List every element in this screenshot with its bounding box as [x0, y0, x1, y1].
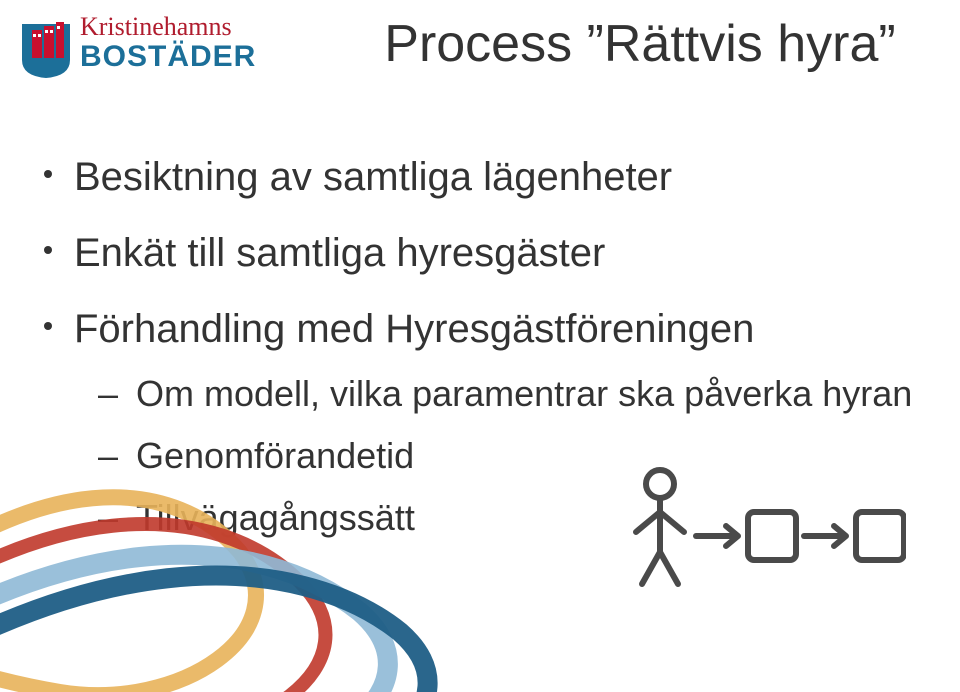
- bullet-3: Förhandling med Hyresgästföreningen: [36, 300, 924, 358]
- bullet-2: Enkät till samtliga hyresgäster: [36, 224, 924, 282]
- logo-script: Kristinehamns: [80, 14, 256, 40]
- slide: Kristinehamns BOSTÄDER Process ”Rättvis …: [0, 0, 960, 692]
- bullet-1: Besiktning av samtliga lägenheter: [36, 148, 924, 206]
- brand-logo: Kristinehamns BOSTÄDER: [18, 14, 288, 94]
- logo-text: Kristinehamns BOSTÄDER: [80, 14, 256, 72]
- logo-mark: [18, 20, 74, 80]
- page-title: Process ”Rättvis hyra”: [340, 14, 940, 74]
- shield-icon: [18, 20, 74, 80]
- process-flow-icon: [626, 456, 906, 596]
- sub-bullet-1: Om modell, vilka paramentrar ska påverka…: [36, 368, 924, 420]
- logo-word: BOSTÄDER: [80, 42, 256, 72]
